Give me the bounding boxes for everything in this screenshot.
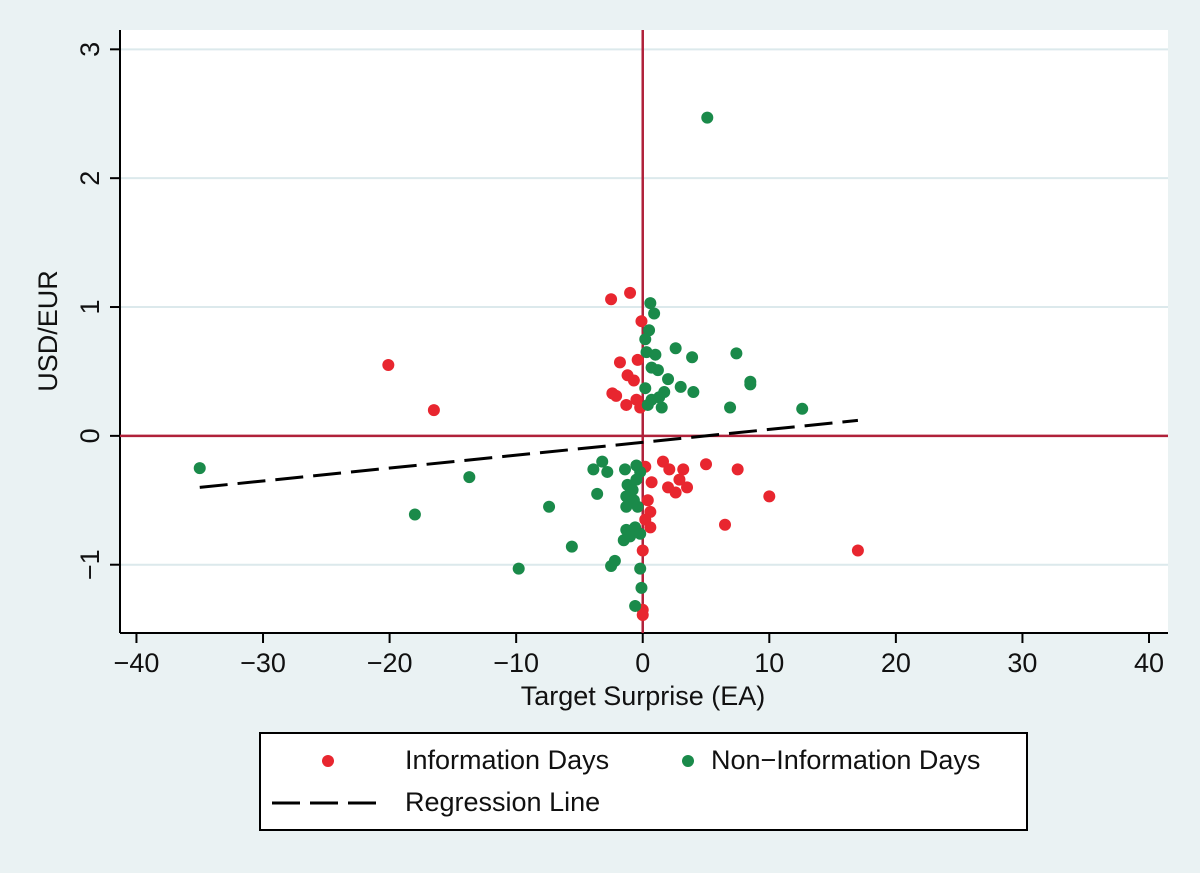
point [613,356,626,369]
point [617,534,630,547]
point [463,471,476,484]
point [796,402,809,415]
legend-label: Non−Information Days [711,745,980,775]
legend-box [259,732,1028,831]
point [630,473,643,486]
point [512,562,525,575]
legend-label: Regression Line [405,787,600,817]
point [653,391,666,404]
point [634,527,647,540]
point [641,494,654,507]
point [730,347,743,360]
point [619,463,632,476]
point [700,458,713,471]
point [639,382,652,395]
point [744,378,757,391]
point [663,463,676,476]
point [634,562,647,575]
point [610,389,623,402]
point [644,521,657,534]
point [636,608,649,621]
point [624,286,637,299]
x-tick-label: −10 [493,648,539,678]
y-tick-label: 2 [75,171,105,186]
legend-label: Information Days [405,745,609,775]
point [408,508,421,521]
point [674,380,687,393]
x-tick-label: 30 [1007,648,1037,678]
point [631,500,644,513]
point [382,359,395,371]
point [662,373,675,386]
point [681,481,694,494]
x-tick-label: −20 [367,648,413,678]
point [651,364,664,377]
point [635,315,648,328]
point [640,346,653,359]
point [601,465,614,478]
point [643,324,656,337]
x-tick-label: 40 [1134,648,1164,678]
y-axis-label: USD/EUR [33,270,63,392]
x-tick-label: 0 [635,648,650,678]
point [669,342,682,355]
point [427,404,440,417]
y-tick-label: −1 [75,549,105,580]
y-tick-label: 0 [75,428,105,443]
point [631,353,644,366]
x-tick-label: 10 [754,648,784,678]
point [641,398,654,411]
point [686,351,699,364]
point [731,463,744,476]
x-tick-label: −40 [114,648,160,678]
point [648,307,661,320]
y-tick-label: 1 [75,300,105,315]
point [587,463,600,476]
point [543,500,556,513]
point [629,599,642,612]
point [605,293,618,306]
point [591,487,604,500]
point [193,462,206,475]
point [565,540,578,553]
point [677,463,690,476]
point [701,111,714,124]
point [636,544,649,557]
x-tick-label: −30 [240,648,286,678]
point [724,401,737,414]
point [763,490,776,503]
point [639,333,652,346]
point [627,374,640,387]
point [644,297,657,310]
point [635,581,648,594]
x-axis-label: Target Surprise (EA) [521,681,766,711]
point [605,560,618,572]
x-tick-label: 20 [881,648,911,678]
point [645,476,658,489]
legend-marker [682,755,694,767]
point [596,455,609,468]
point [687,386,700,399]
y-tick-label: 3 [75,42,105,57]
point [673,473,686,486]
point [655,401,668,414]
point [851,544,864,557]
point [719,518,732,531]
point [620,398,633,411]
point [669,486,682,499]
legend-marker [322,755,334,767]
regression-line [199,418,859,489]
